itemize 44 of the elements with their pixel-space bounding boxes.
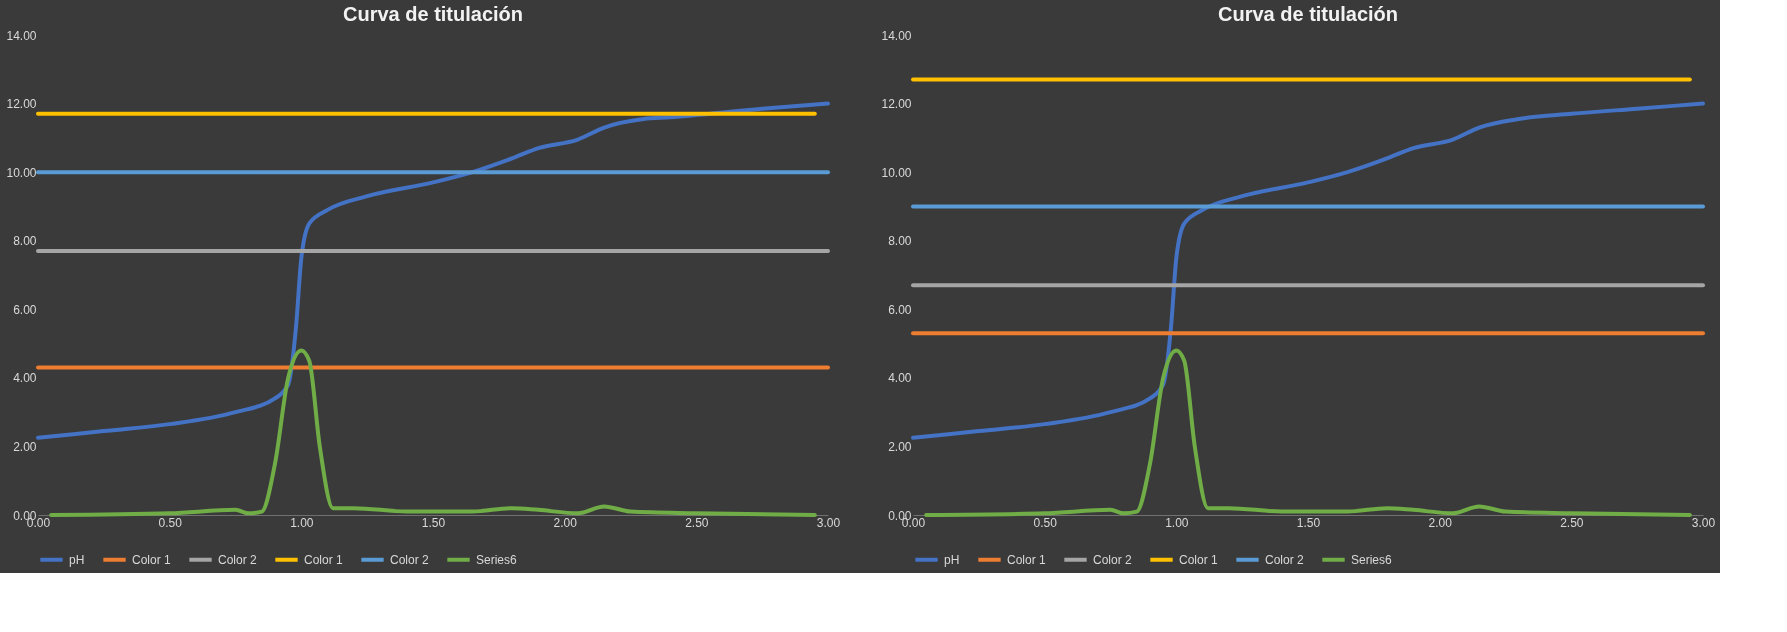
y-tick-label: 2.00 [13, 439, 37, 454]
x-tick-label: 2.50 [1560, 515, 1584, 530]
legend-label: Color 2 [1093, 552, 1133, 567]
y-tick-label: 2.00 [888, 439, 912, 454]
x-tick-label: 2.50 [685, 515, 709, 530]
y-tick-label: 14.00 [881, 28, 912, 43]
line-series [924, 348, 1692, 517]
x-tick-label: 3.00 [816, 515, 841, 530]
legend-label: Series6 [1351, 552, 1393, 567]
y-tick-label: 12.00 [881, 97, 912, 112]
x-tick-label: 1.50 [1296, 515, 1321, 530]
chart-title: Curva de titulación [342, 3, 524, 25]
chart-title: Curva de titulación [1217, 3, 1399, 25]
y-tick-label: 4.00 [13, 371, 37, 386]
x-tick-label: 0.50 [1033, 515, 1058, 530]
x-tick-label: 1.00 [290, 515, 314, 530]
legend-label: Color 1 [1179, 552, 1219, 567]
line-series [36, 101, 830, 440]
y-tick-label: 6.00 [888, 302, 912, 317]
x-tick-label: 1.00 [1165, 515, 1189, 530]
y-tick-label: 6.00 [13, 302, 37, 317]
x-tick-label: 1.50 [421, 515, 446, 530]
y-tick-label: 8.00 [13, 234, 37, 249]
x-tick-label: 2.00 [1428, 515, 1453, 530]
y-tick-label: 14.00 [6, 28, 37, 43]
y-tick-label: 12.00 [6, 97, 37, 112]
legend-label: Series6 [476, 552, 518, 567]
y-tick-label: 10.00 [881, 165, 912, 180]
line-series [911, 101, 1705, 440]
x-tick-label: 0.50 [158, 515, 183, 530]
y-tick-label: 8.00 [888, 234, 912, 249]
x-tick-label: 3.00 [1691, 515, 1716, 530]
legend-label: Color 2 [390, 552, 430, 567]
y-tick-label: 4.00 [888, 371, 912, 386]
y-tick-label: 10.00 [6, 165, 37, 180]
legend-label: pH [944, 552, 960, 567]
legend-label: pH [69, 552, 85, 567]
legend-label: Color 2 [1265, 552, 1305, 567]
legend-label: Color 1 [304, 552, 344, 567]
legend-label: Color 1 [132, 552, 172, 567]
x-tick-label: 2.00 [553, 515, 578, 530]
legend-label: Color 1 [1007, 552, 1047, 567]
legend-label: Color 2 [218, 552, 258, 567]
line-series [49, 348, 817, 517]
